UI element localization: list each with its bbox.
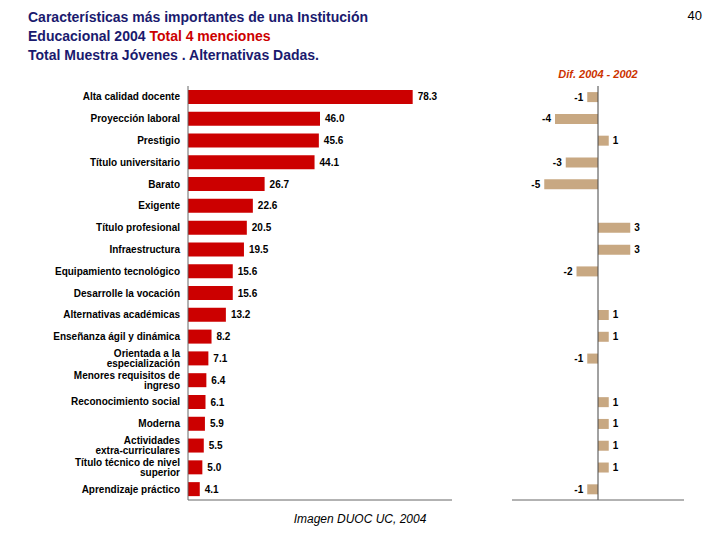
- svg-text:78.3: 78.3: [418, 91, 438, 102]
- svg-text:20.5: 20.5: [252, 222, 272, 233]
- html-text:Dif. 2004 - 2002: Dif. 2004 - 2002: [558, 68, 638, 80]
- svg-text:Moderna: Moderna: [138, 418, 180, 429]
- svg-text:Menores requisitos deingreso: Menores requisitos deingreso: [74, 370, 181, 391]
- svg-text:4.1: 4.1: [205, 484, 219, 495]
- svg-text:Equipamiento tecnológico: Equipamiento tecnológico: [55, 266, 180, 277]
- svg-text:-1: -1: [574, 353, 583, 364]
- svg-text:13.2: 13.2: [231, 309, 251, 320]
- svg-text:1: 1: [613, 418, 619, 429]
- svg-text:Título universitario: Título universitario: [90, 157, 180, 168]
- svg-text:3: 3: [634, 244, 640, 255]
- svg-text:-5: -5: [531, 179, 540, 190]
- svg-text:5.0: 5.0: [207, 462, 221, 473]
- html-text:Educacional 2004 Total 4 menci: Educacional 2004 Total 4 menciones: [28, 28, 271, 44]
- svg-text:8.2: 8.2: [217, 331, 231, 342]
- svg-text:Alta calidad docente: Alta calidad docente: [83, 91, 181, 102]
- svg-text:6.4: 6.4: [211, 375, 225, 386]
- svg-text:22.6: 22.6: [258, 200, 278, 211]
- svg-text:1: 1: [613, 462, 619, 473]
- svg-text:-4: -4: [542, 113, 551, 124]
- svg-text:Título técnico de nivelsuperio: Título técnico de nivelsuperior: [75, 457, 180, 478]
- svg-text:1: 1: [613, 440, 619, 451]
- svg-text:1: 1: [613, 135, 619, 146]
- svg-text:Título profesional: Título profesional: [96, 222, 180, 233]
- svg-text:-1: -1: [574, 484, 583, 495]
- svg-text:Enseñanza ágil y dinámica: Enseñanza ágil y dinámica: [53, 331, 180, 342]
- svg-text:7.1: 7.1: [213, 353, 227, 364]
- svg-text:5.9: 5.9: [210, 418, 224, 429]
- svg-text:44.1: 44.1: [320, 157, 340, 168]
- svg-text:15.6: 15.6: [238, 266, 258, 277]
- svg-text:1: 1: [613, 331, 619, 342]
- html-text:Total Muestra Jóvenes . Altern: Total Muestra Jóvenes . Alternativas Dad…: [28, 47, 319, 63]
- svg-text:15.6: 15.6: [238, 288, 258, 299]
- svg-text:1: 1: [613, 397, 619, 408]
- svg-text:Infraestructura: Infraestructura: [109, 244, 180, 255]
- svg-text:Prestigio: Prestigio: [137, 135, 180, 146]
- svg-text:Alternativas académicas: Alternativas académicas: [63, 309, 180, 320]
- svg-text:Desarrolle la vocación: Desarrolle la vocación: [74, 288, 180, 299]
- svg-text:Barato: Barato: [148, 179, 180, 190]
- html-text:40: 40: [687, 8, 702, 23]
- svg-text:Proyección laboral: Proyección laboral: [91, 113, 181, 124]
- svg-text:3: 3: [634, 222, 640, 233]
- svg-text:-3: -3: [553, 157, 562, 168]
- html-text:Imagen DUOC UC, 2004: Imagen DUOC UC, 2004: [293, 512, 427, 526]
- svg-text:Orientada a laespecialización: Orientada a laespecialización: [107, 348, 181, 369]
- svg-text:1: 1: [613, 309, 619, 320]
- svg-text:Exigente: Exigente: [138, 200, 180, 211]
- svg-text:45.6: 45.6: [324, 135, 344, 146]
- svg-text:26.7: 26.7: [270, 179, 290, 190]
- svg-text:-2: -2: [564, 266, 573, 277]
- svg-text:19.5: 19.5: [249, 244, 269, 255]
- svg-text:-1: -1: [574, 92, 583, 103]
- svg-text:Aprendizaje práctico: Aprendizaje práctico: [82, 484, 180, 495]
- svg-text:6.1: 6.1: [211, 397, 225, 408]
- svg-text:Reconocimiento social: Reconocimiento social: [71, 396, 180, 407]
- svg-text:5.5: 5.5: [209, 440, 223, 451]
- html-text:Características más importante: Características más importantes de una I…: [28, 9, 368, 25]
- svg-text:Actividadesextra-curriculares: Actividadesextra-curriculares: [96, 435, 181, 456]
- svg-text:46.0: 46.0: [325, 113, 345, 124]
